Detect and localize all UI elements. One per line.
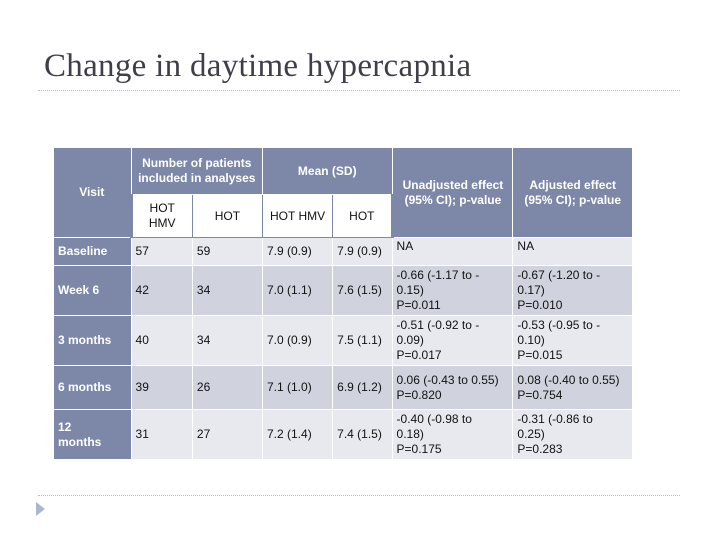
row-visit: 6 months bbox=[53, 365, 132, 410]
cell-unadjusted: NA bbox=[391, 237, 514, 266]
subheader-n-hothmv: HOT HMV bbox=[129, 194, 193, 238]
cell-unadjusted: 0.06 (-0.43 to 0.55) P=0.820 bbox=[391, 365, 514, 410]
cell-mean-hothmv: 7.9 (0.9) bbox=[261, 237, 334, 266]
footer-divider bbox=[38, 495, 680, 496]
cell-unadjusted: -0.40 (-0.98 to 0.18) P=0.175 bbox=[391, 409, 514, 460]
cell-mean-hothmv: 7.1 (1.0) bbox=[261, 365, 334, 410]
cell-n-hot: 26 bbox=[191, 365, 264, 410]
title-divider bbox=[38, 90, 680, 91]
table-row: 3 months 40 34 7.0 (0.9) 7.5 (1.1) -0.51… bbox=[53, 315, 633, 366]
table-row: 12 months 31 27 7.2 (1.4) 7.4 (1.5) -0.4… bbox=[53, 409, 633, 460]
cell-n-hot: 34 bbox=[191, 315, 264, 366]
table-row: Week 6 42 34 7.0 (1.1) 7.6 (1.5) -0.66 (… bbox=[53, 265, 633, 316]
table-row: 6 months 39 26 7.1 (1.0) 6.9 (1.2) 0.06 … bbox=[53, 365, 633, 410]
mean-header: Mean (SD) bbox=[262, 147, 393, 195]
cell-adjusted: NA bbox=[512, 237, 633, 266]
cell-n-hothmv: 39 bbox=[130, 365, 193, 410]
cell-n-hot: 59 bbox=[191, 237, 264, 266]
cell-adjusted: -0.53 (-0.95 to - 0.10) P=0.015 bbox=[512, 315, 633, 366]
unadjusted-header: Unadjusted effect (95% CI); p-value bbox=[391, 147, 514, 238]
number-header: Number of patients included in analyses bbox=[130, 147, 264, 195]
slide-title: Change in daytime hypercapnia bbox=[44, 48, 472, 84]
header-row: Visit Number of patients included in ana… bbox=[53, 147, 633, 238]
subheader-n-hot: HOT bbox=[191, 194, 264, 238]
cell-mean-hot: 7.6 (1.5) bbox=[332, 265, 393, 316]
cell-n-hothmv: 42 bbox=[130, 265, 193, 316]
cell-mean-hot: 6.9 (1.2) bbox=[332, 365, 393, 410]
row-visit: Week 6 bbox=[53, 265, 132, 316]
cell-mean-hothmv: 7.0 (1.1) bbox=[261, 265, 334, 316]
adjusted-header: Adjusted effect (95% CI); p-value bbox=[512, 147, 633, 238]
cell-mean-hothmv: 7.2 (1.4) bbox=[261, 409, 334, 460]
cell-mean-hothmv: 7.0 (0.9) bbox=[261, 315, 334, 366]
cell-adjusted: -0.67 (-1.20 to - 0.17) P=0.010 bbox=[512, 265, 633, 316]
cell-n-hothmv: 57 bbox=[130, 237, 193, 266]
cell-mean-hot: 7.5 (1.1) bbox=[332, 315, 393, 366]
cell-n-hothmv: 31 bbox=[130, 409, 193, 460]
cell-mean-hot: 7.4 (1.5) bbox=[332, 409, 393, 460]
subheader-mean-hot: HOT bbox=[332, 194, 394, 238]
cell-n-hot: 34 bbox=[191, 265, 264, 316]
cell-adjusted: -0.31 (-0.86 to 0.25) P=0.283 bbox=[512, 409, 633, 460]
table-row: Baseline 57 59 7.9 (0.9) 7.9 (0.9) NA NA bbox=[53, 237, 633, 266]
cell-n-hothmv: 40 bbox=[130, 315, 193, 366]
visit-header: Visit bbox=[53, 147, 132, 238]
row-visit: 12 months bbox=[53, 409, 132, 460]
subheader-mean-hothmv: HOT HMV bbox=[261, 194, 334, 238]
cell-unadjusted: -0.66 (-1.17 to - 0.15) P=0.011 bbox=[391, 265, 514, 316]
row-visit: 3 months bbox=[53, 315, 132, 366]
cell-adjusted: 0.08 (-0.40 to 0.55) P=0.754 bbox=[512, 365, 633, 410]
bullet-arrow-icon bbox=[36, 502, 45, 516]
cell-mean-hot: 7.9 (0.9) bbox=[332, 237, 393, 266]
row-visit: Baseline bbox=[53, 237, 132, 266]
results-table: Visit Number of patients included in ana… bbox=[53, 147, 633, 460]
cell-unadjusted: -0.51 (-0.92 to - 0.09) P=0.017 bbox=[391, 315, 514, 366]
cell-n-hot: 27 bbox=[191, 409, 264, 460]
subheader-row: HOT HMV HOT HOT HMV HOT bbox=[54, 194, 633, 238]
